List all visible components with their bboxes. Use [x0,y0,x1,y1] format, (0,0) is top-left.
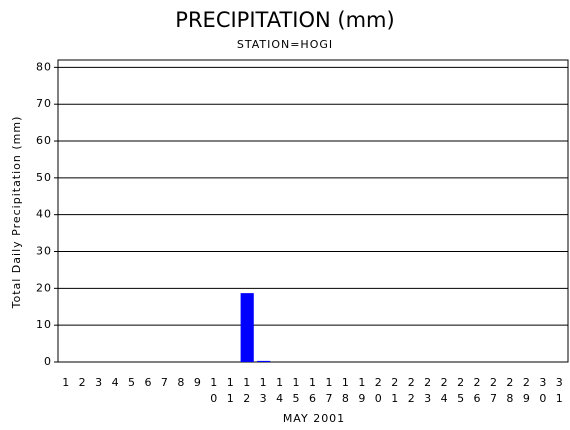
x-tick-label: 8 [177,376,185,389]
x-tick-label: 3 [95,376,103,389]
x-tick-label: 2 [79,376,87,389]
x-tick-label: 4 [112,376,120,389]
bar [240,293,254,362]
x-tick-label: 5 [128,376,136,389]
x-tick-label: 1 [62,376,70,389]
x-tick-label: 9 [194,376,202,389]
y-tick-label: 80 [36,60,52,73]
chart-subtitle: STATION=HOGI [237,38,333,51]
bar [257,360,271,362]
chart-title: PRECIPITATION (mm) [175,8,394,32]
y-tick-label: 60 [36,134,52,147]
plot-frame [57,59,569,363]
y-tick-label: 0 [44,355,52,368]
y-tick-label: 70 [36,97,52,110]
x-tick-label: 7 [161,376,169,389]
x-tick-label: 6 [144,376,152,389]
y-axis-label: Total Daily Precipitation (mm) [10,116,23,310]
y-tick-label: 30 [36,245,52,258]
y-tick-label: 10 [36,318,52,331]
y-tick-label: 40 [36,208,52,221]
x-axis-label: MAY 2001 [283,412,345,425]
y-tick-label: 50 [36,171,52,184]
y-tick-label: 20 [36,281,52,294]
